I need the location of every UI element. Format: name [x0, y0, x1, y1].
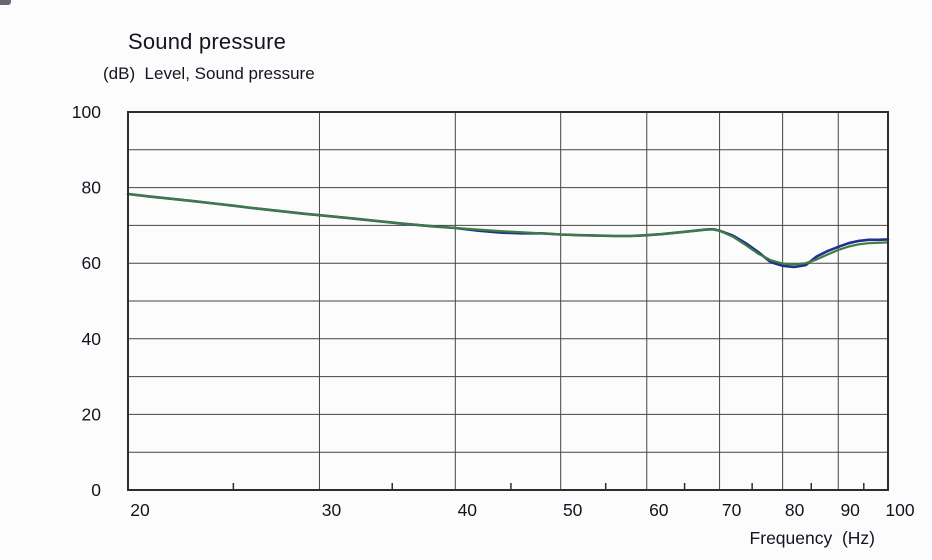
x-tick-label: 90: [840, 500, 860, 520]
x-axis-title: Frequency (Hz): [750, 528, 875, 548]
x-tick-label: 100: [885, 500, 914, 520]
axis-ticks: [232, 483, 865, 489]
x-tick-label: 40: [458, 500, 478, 520]
chart-subtitle: (dB) Level, Sound pressure: [103, 64, 315, 83]
y-tick-label: 80: [82, 178, 102, 198]
x-tick-label: 50: [563, 500, 583, 520]
y-tick-label: 60: [82, 253, 102, 273]
chart-title: Sound pressure: [128, 29, 287, 54]
y-tick-label: 20: [82, 404, 102, 424]
sound-pressure-green: [126, 192, 890, 266]
x-tick-label: 70: [722, 500, 742, 520]
x-tick-label: 30: [322, 500, 342, 520]
grid-lines: [128, 112, 888, 490]
scan-artifact: [0, 0, 11, 5]
y-tick-label: 0: [91, 480, 101, 500]
y-tick-label: 100: [72, 102, 101, 122]
plot-border: [127, 111, 889, 491]
axis-labels: 20 30 40 50 60 70 80 90 100 100 80 60 40 20 0: [72, 102, 915, 520]
data-series: [126, 192, 890, 269]
y-tick-label: 40: [82, 329, 102, 349]
x-tick-label: 60: [649, 500, 669, 520]
x-tick-label: 20: [130, 500, 150, 520]
x-tick-label: 80: [785, 500, 805, 520]
